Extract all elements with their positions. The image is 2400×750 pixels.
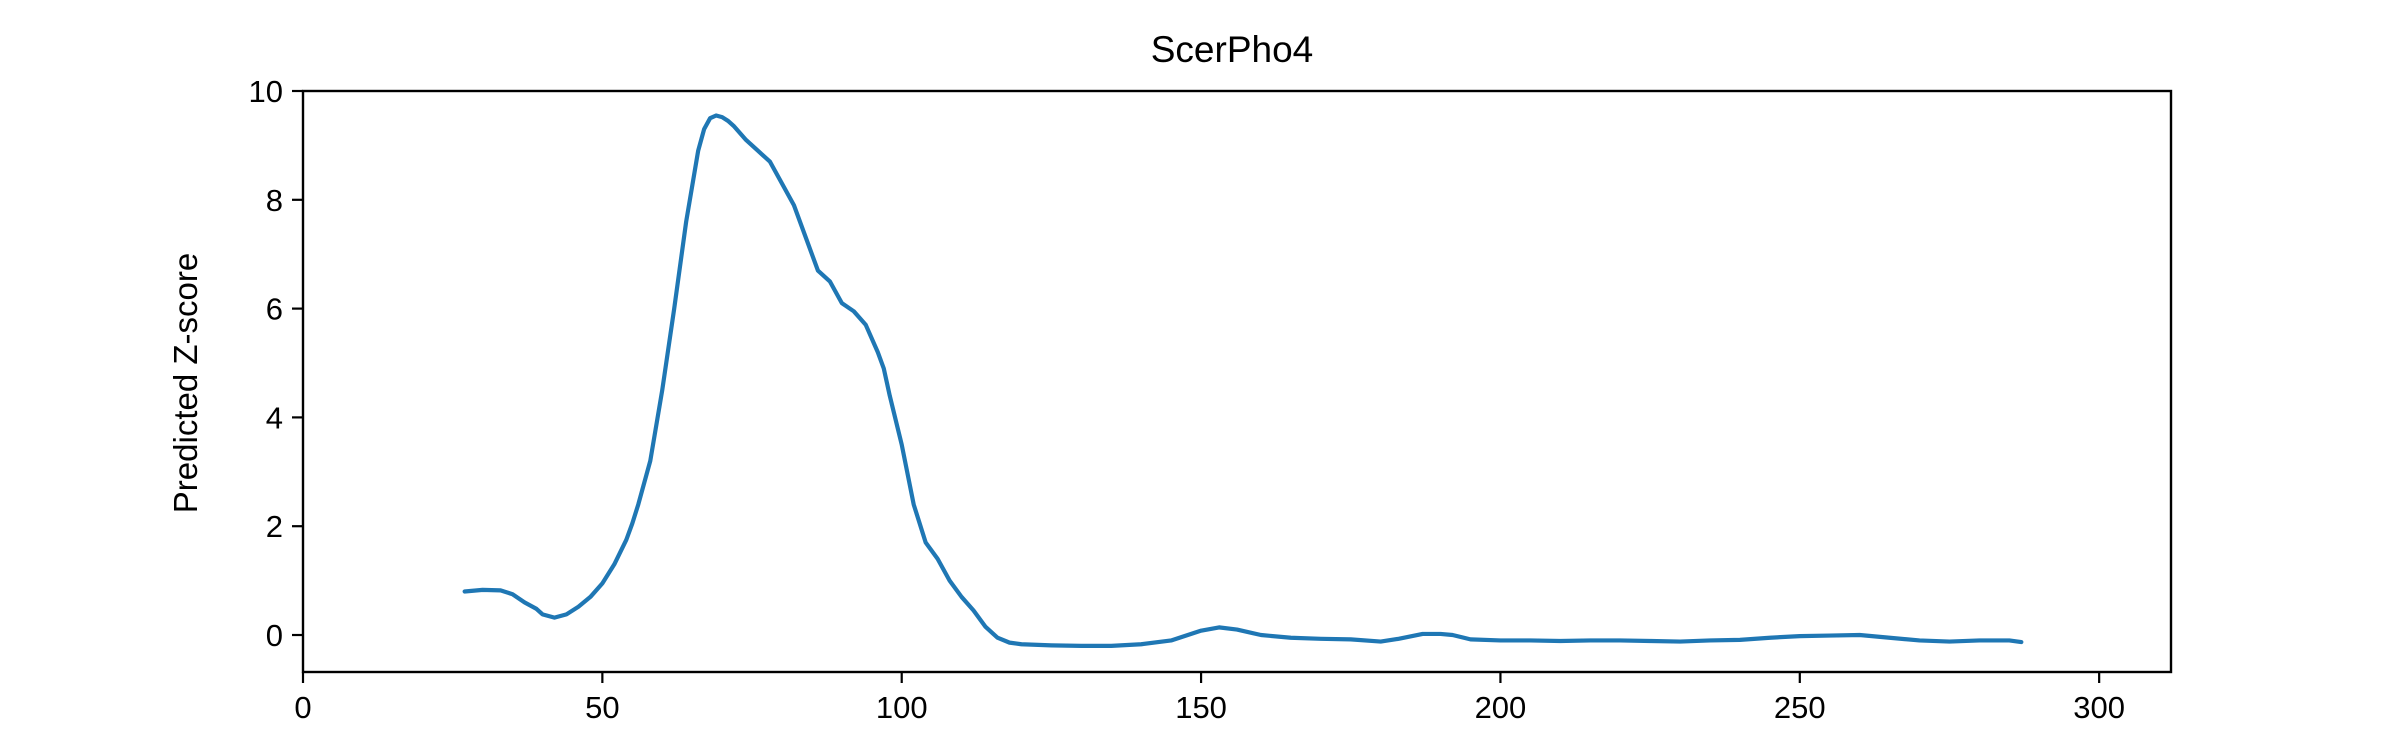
x-tick-label-200: 200 [1475,690,1527,725]
y-tick-label-10: 10 [249,74,283,109]
x-tick-label-50: 50 [585,690,619,725]
x-tick-label-250: 250 [1774,690,1826,725]
plot-frame [301,89,2173,674]
x-tick-label-150: 150 [1175,690,1227,725]
y-tick-label-2: 2 [266,509,283,544]
x-tick-label-300: 300 [2073,690,2125,725]
x-tick-label-0: 0 [294,690,311,725]
y-tick-label-6: 6 [266,292,283,327]
y-tick-label-4: 4 [266,400,283,435]
y-tick-label-0: 0 [266,618,283,653]
series-line [462,113,2024,648]
plot-area: 0 50 100 150 200 250 300 0 2 4 6 8 10 [249,74,2173,725]
y-tick-label-8: 8 [266,183,283,218]
chart-title: ScerPho4 [1151,29,1314,70]
x-tick-label-100: 100 [876,690,928,725]
y-axis-title: Predicted Z-score [167,253,204,513]
